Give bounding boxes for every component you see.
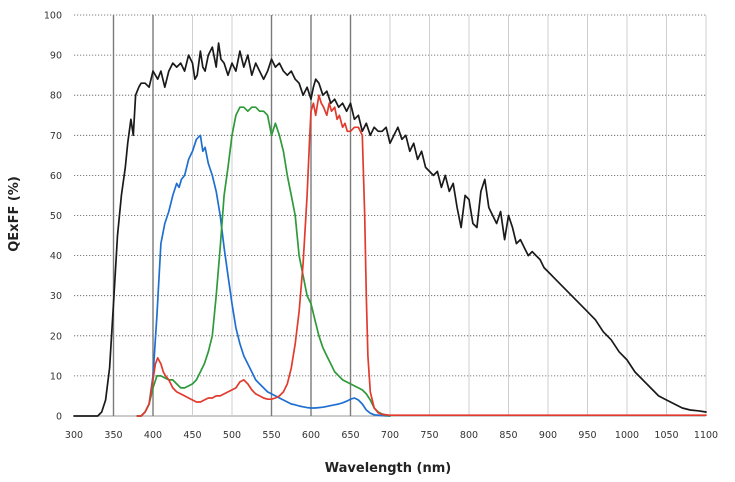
x-axis-label: Wavelength (nm) [325,461,451,476]
x-tick-label: 900 [539,430,557,441]
x-tick-label: 300 [65,430,83,441]
x-tick-label: 400 [144,430,162,441]
y-tick-label: 100 [44,11,62,22]
series-line-3 [136,94,707,417]
series-line-2 [136,106,391,417]
x-tick-label: 500 [223,430,241,441]
y-tick-label: 0 [56,412,62,423]
x-tick-label: 450 [183,430,201,441]
y-tick-label: 30 [50,291,62,302]
y-tick-label: 50 [50,211,62,222]
x-tick-label: 700 [381,430,399,441]
y-tick-label: 80 [50,91,62,102]
x-tick-label: 950 [578,430,596,441]
series-line-0 [73,42,707,417]
grid [74,14,707,417]
x-tick-label: 850 [499,430,517,441]
x-tick-label: 350 [104,430,122,441]
x-tick-label: 750 [420,430,438,441]
x-tick-label: 550 [262,430,280,441]
x-tick-label: 1000 [615,430,639,441]
y-tick-label: 20 [50,331,62,342]
y-axis-label: QExFF (%) [7,176,22,252]
x-tick-label: 600 [302,430,320,441]
x-tick-label: 650 [341,430,359,441]
y-tick-label: 70 [50,131,62,142]
x-tick-label: 800 [460,430,478,441]
x-tick-label: 1050 [654,430,678,441]
tick-labels: 0 10 20 30 40 50 60 70 80 90 100 300 350 400 450 500 550… [44,11,718,442]
series-line-1 [136,134,391,417]
x-tick-label: 1100 [694,430,718,441]
y-tick-label: 90 [50,51,62,62]
y-tick-label: 10 [50,371,62,382]
y-tick-label: 40 [50,251,62,262]
y-tick-label: 60 [50,171,62,182]
series-group [73,42,707,417]
